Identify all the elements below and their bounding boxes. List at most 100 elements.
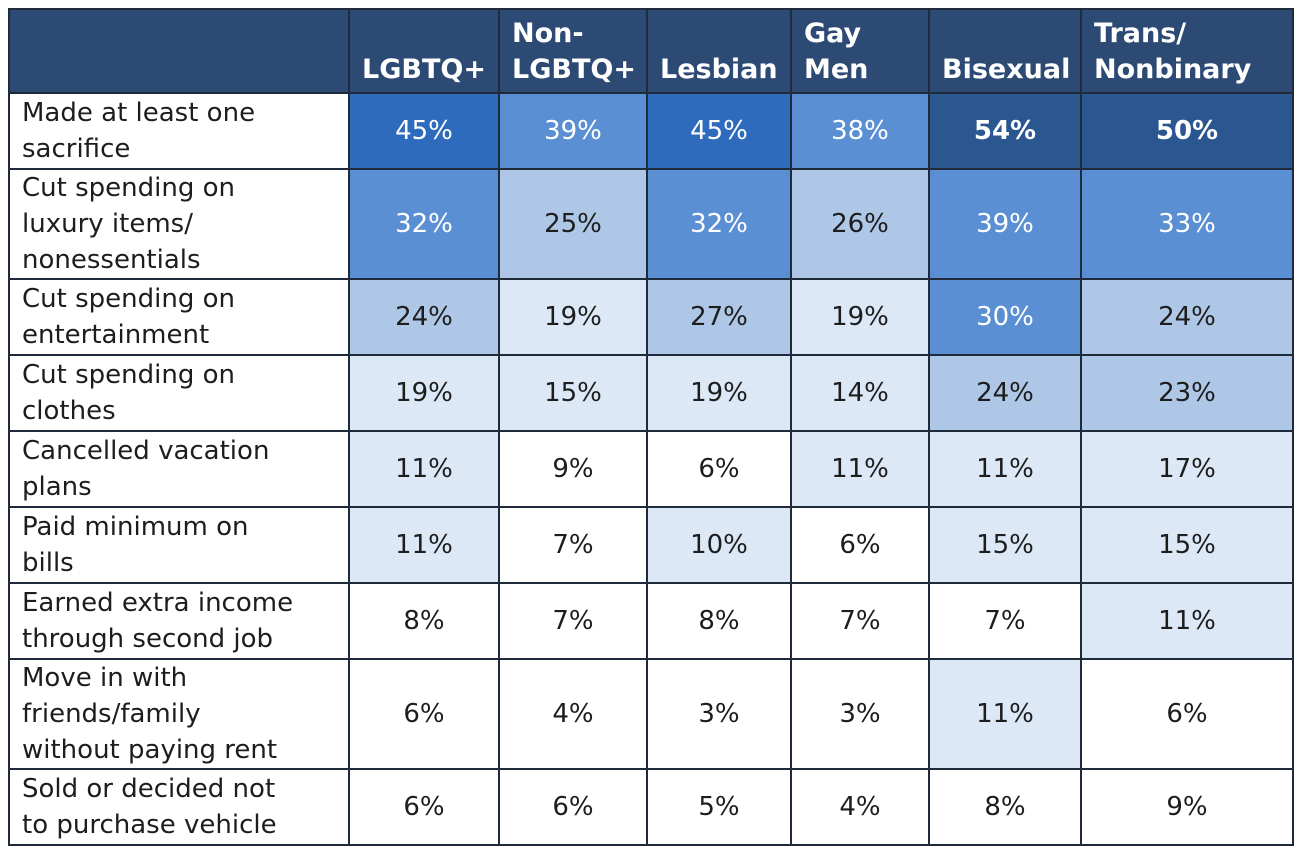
heatmap-cell: 50% [1080, 92, 1294, 170]
column-header: Gay Men [790, 8, 930, 94]
row-label-line: Earned extra income [22, 588, 294, 618]
heatmap-cell: 4% [790, 768, 930, 846]
heatmap-cell: 11% [1080, 582, 1294, 660]
column-header-row: LGBTQ+ Non- LGBTQ+ Lesbian Gay Men Bisexual Tra… [8, 8, 1294, 94]
row-label-line: sacrifice [22, 134, 131, 164]
column-header-line: Bisexual [942, 54, 1071, 85]
row-label: Cancelled vacation plans [8, 430, 350, 508]
row-label-line: Sold or decided not [22, 774, 276, 804]
column-header: Non- LGBTQ+ [498, 8, 648, 94]
row-label: Made at least one sacrifice [8, 92, 350, 170]
row-label-line: without paying rent [22, 735, 278, 765]
table-row: Made at least one sacrifice 45% 39% 45% 38% 54… [8, 92, 1294, 170]
row-label: Earned extra income through second job [8, 582, 350, 660]
heatmap-cell: 11% [928, 658, 1082, 770]
heatmap-cell: 6% [498, 768, 648, 846]
row-label-line: clothes [22, 396, 116, 426]
row-label-line: luxury items/ [22, 209, 193, 239]
heatmap-cell: 19% [348, 354, 500, 432]
heatmap-cell: 27% [646, 278, 792, 356]
heatmap-cell: 17% [1080, 430, 1294, 508]
heatmap-cell: 24% [348, 278, 500, 356]
row-label-line: Move in with [22, 663, 188, 693]
heatmap-cell: 39% [928, 168, 1082, 280]
column-header: Lesbian [646, 8, 792, 94]
heatmap-cell: 32% [348, 168, 500, 280]
table-row: Earned extra income through second job 8% 7… [8, 582, 1294, 660]
row-label-line: Cut spending on [22, 360, 235, 390]
row-label-line: through second job [22, 624, 274, 654]
heatmap-cell: 3% [790, 658, 930, 770]
table-body: Made at least one sacrifice 45% 39% 45% 38% 54… [8, 92, 1294, 846]
column-header-line: Men [804, 54, 869, 85]
row-label: Move in with friends/family without paying… [8, 658, 350, 770]
row-label-line: nonessentials [22, 245, 201, 275]
column-header: Bisexual [928, 8, 1082, 94]
heatmap-cell: 26% [790, 168, 930, 280]
table-row: Cut spending on entertainment 24% 19% 27% 19%… [8, 278, 1294, 356]
table-row: Cut spending on luxury items/nonessential… [8, 168, 1294, 280]
row-label: Cut spending on clothes [8, 354, 350, 432]
heatmap-cell: 14% [790, 354, 930, 432]
column-header: Trans/Nonbinary [1080, 8, 1294, 94]
heatmap-cell: 6% [646, 430, 792, 508]
heatmap-cell: 8% [348, 582, 500, 660]
row-label: Cut spending on luxury items/nonessential… [8, 168, 350, 280]
row-label-line: Made at least one [22, 98, 256, 128]
heatmap-cell: 45% [646, 92, 792, 170]
heatmap-cell: 8% [646, 582, 792, 660]
heatmap-cell: 4% [498, 658, 648, 770]
row-label-line: Paid minimum on [22, 512, 249, 542]
row-label: Paid minimum on bills [8, 506, 350, 584]
heatmap-cell: 11% [348, 506, 500, 584]
heatmap-cell: 6% [348, 658, 500, 770]
column-header-line: Lesbian [660, 54, 778, 85]
heatmap-cell: 23% [1080, 354, 1294, 432]
table-row: Paid minimum on bills 11% 7% 10% 6% 15% 15% [8, 506, 1294, 584]
column-header-line: Trans/ [1094, 18, 1187, 49]
heatmap-cell: 8% [928, 768, 1082, 846]
heatmap-cell: 45% [348, 92, 500, 170]
row-label-line: entertainment [22, 320, 210, 350]
heatmap-cell: 32% [646, 168, 792, 280]
heatmap-cell: 30% [928, 278, 1082, 356]
row-label-line: friends/family [22, 699, 201, 729]
heatmap-cell: 19% [790, 278, 930, 356]
heatmap-cell: 54% [928, 92, 1082, 170]
heatmap-cell: 33% [1080, 168, 1294, 280]
column-header-line: Nonbinary [1094, 54, 1252, 85]
table-row: Move in with friends/family without paying… [8, 658, 1294, 770]
row-label-line: to purchase vehicle [22, 810, 277, 840]
table-row: Sold or decided not to purchase vehicle 6%… [8, 768, 1294, 846]
table-row: Cut spending on clothes 19% 15% 19% 14% 24% 23% [8, 354, 1294, 432]
header-corner-cell [8, 8, 350, 94]
heatmap-cell: 3% [646, 658, 792, 770]
heatmap-cell: 19% [646, 354, 792, 432]
heatmap-cell: 7% [928, 582, 1082, 660]
heatmap-cell: 7% [498, 582, 648, 660]
heatmap-cell: 11% [928, 430, 1082, 508]
heatmap-cell: 15% [928, 506, 1082, 584]
column-header-line: LGBTQ+ [512, 54, 636, 85]
heatmap-cell: 38% [790, 92, 930, 170]
heatmap-cell: 7% [498, 506, 648, 584]
heatmap-cell: 11% [790, 430, 930, 508]
row-label: Cut spending on entertainment [8, 278, 350, 356]
heatmap-cell: 15% [498, 354, 648, 432]
heatmap-cell: 25% [498, 168, 648, 280]
heatmap-cell: 5% [646, 768, 792, 846]
heatmap-cell: 9% [498, 430, 648, 508]
heatmap-cell: 9% [1080, 768, 1294, 846]
column-header-line: Gay [804, 18, 862, 49]
row-label-line: Cut spending on [22, 173, 235, 203]
row-label-line: bills [22, 548, 74, 578]
column-header-line: LGBTQ+ [362, 54, 486, 85]
row-label-line: Cut spending on [22, 284, 235, 314]
table-row: Cancelled vacation plans 11% 9% 6% 11% 11% 17% [8, 430, 1294, 508]
heatmap-table-container: LGBTQ+ Non- LGBTQ+ Lesbian Gay Men Bisexual Tra… [8, 8, 1294, 846]
heatmap-cell: 6% [1080, 658, 1294, 770]
heatmap-cell: 10% [646, 506, 792, 584]
heatmap-cell: 11% [348, 430, 500, 508]
heatmap-cell: 39% [498, 92, 648, 170]
heatmap-cell: 24% [928, 354, 1082, 432]
